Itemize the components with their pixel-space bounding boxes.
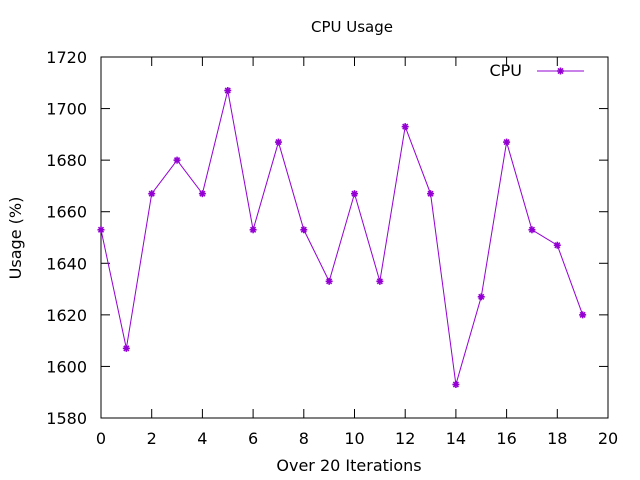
data-point [427, 190, 435, 198]
data-point [198, 190, 206, 198]
y-tick-label: 1700 [46, 100, 87, 119]
data-point [351, 190, 358, 198]
y-tick-label: 1640 [46, 254, 87, 273]
data-point [148, 190, 156, 198]
data-point [376, 277, 384, 285]
data-point [579, 311, 587, 319]
y-tick-label: 1660 [46, 203, 87, 222]
series-line [100, 90, 584, 385]
x-tick-label: 18 [547, 429, 567, 448]
data-point [401, 123, 409, 131]
data-point [325, 277, 333, 285]
legend-label-cpu: CPU [489, 61, 522, 80]
data-point [173, 156, 181, 164]
chart-title: CPU Usage [311, 18, 393, 36]
x-tick-label: 0 [96, 429, 106, 448]
x-tick-label: 8 [299, 429, 309, 448]
x-tick-label: 10 [344, 429, 364, 448]
legend-marker-cpu [557, 67, 564, 75]
x-tick-label: 4 [197, 429, 207, 448]
x-tick-label: 2 [147, 429, 157, 448]
y-tick-label: 1620 [46, 306, 87, 325]
series-cpu [97, 87, 587, 388]
plot-frame [100, 56, 609, 419]
axis-ticks [100, 56, 609, 419]
y-tick-label: 1600 [46, 357, 87, 376]
data-point [528, 226, 536, 234]
data-point [477, 293, 485, 301]
x-tick-label: 14 [446, 429, 466, 448]
x-tick-label: 12 [395, 429, 415, 448]
data-point [503, 138, 511, 146]
data-point [249, 226, 257, 234]
data-point [553, 241, 561, 249]
y-tick-label: 1580 [46, 409, 87, 428]
data-point [452, 380, 460, 388]
data-point [274, 138, 282, 146]
legend: CPU [489, 61, 584, 80]
data-point [300, 226, 308, 234]
y-tick-label: 1720 [46, 48, 87, 67]
data-point [122, 344, 130, 352]
axis-tick-labels: 0 2 4 6 8 10 12 14 16 18 20 1580 1600 1620 1640 1660 168… [46, 48, 618, 448]
y-tick-label: 1680 [46, 151, 87, 170]
data-point [224, 87, 232, 95]
x-tick-label: 6 [248, 429, 258, 448]
y-axis-label: Usage (%) [6, 197, 25, 280]
x-tick-label: 16 [496, 429, 516, 448]
data-point [97, 226, 105, 234]
x-tick-label: 20 [598, 429, 618, 448]
x-axis-label: Over 20 Iterations [276, 456, 421, 475]
